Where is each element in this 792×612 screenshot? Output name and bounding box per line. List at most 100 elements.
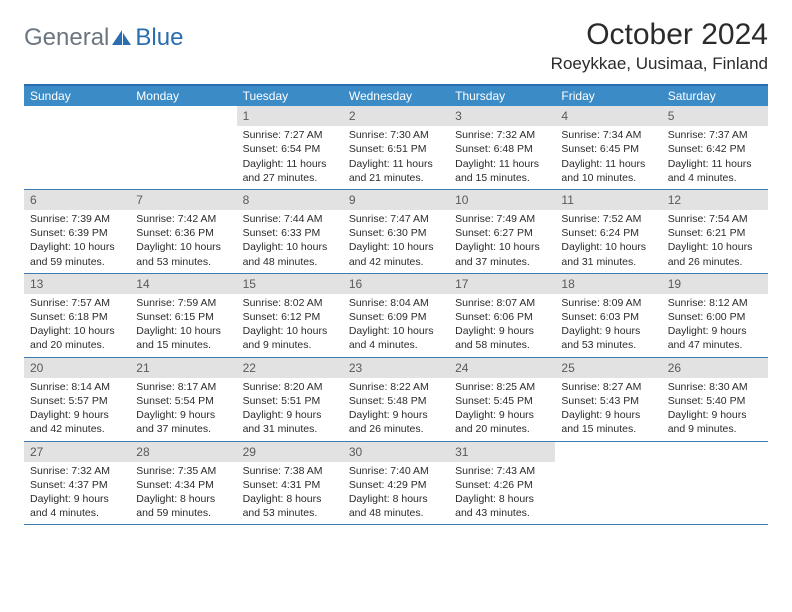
day-text: Sunrise: 8:25 AMSunset: 5:45 PMDaylight:… xyxy=(449,378,555,441)
day-text: Sunrise: 7:49 AMSunset: 6:27 PMDaylight:… xyxy=(449,210,555,273)
week-row: 13Sunrise: 7:57 AMSunset: 6:18 PMDayligh… xyxy=(24,274,768,358)
day-header: Monday xyxy=(130,86,236,106)
day-header: Sunday xyxy=(24,86,130,106)
day-number: 7 xyxy=(130,190,236,210)
day-cell: 26Sunrise: 8:30 AMSunset: 5:40 PMDayligh… xyxy=(662,358,768,441)
day-number: 14 xyxy=(130,274,236,294)
day-number: 12 xyxy=(662,190,768,210)
day-cell: 12Sunrise: 7:54 AMSunset: 6:21 PMDayligh… xyxy=(662,190,768,273)
day-text: Sunrise: 8:09 AMSunset: 6:03 PMDaylight:… xyxy=(555,294,661,357)
day-cell: 23Sunrise: 8:22 AMSunset: 5:48 PMDayligh… xyxy=(343,358,449,441)
day-cell: 7Sunrise: 7:42 AMSunset: 6:36 PMDaylight… xyxy=(130,190,236,273)
day-cell: 4Sunrise: 7:34 AMSunset: 6:45 PMDaylight… xyxy=(555,106,661,189)
day-number: 10 xyxy=(449,190,555,210)
day-number: 1 xyxy=(237,106,343,126)
day-text: Sunrise: 7:40 AMSunset: 4:29 PMDaylight:… xyxy=(343,462,449,525)
day-number: 13 xyxy=(24,274,130,294)
day-text: Sunrise: 8:22 AMSunset: 5:48 PMDaylight:… xyxy=(343,378,449,441)
day-text: Sunrise: 7:38 AMSunset: 4:31 PMDaylight:… xyxy=(237,462,343,525)
day-cell: 9Sunrise: 7:47 AMSunset: 6:30 PMDaylight… xyxy=(343,190,449,273)
day-cell xyxy=(662,442,768,525)
day-number: 2 xyxy=(343,106,449,126)
day-cell: 18Sunrise: 8:09 AMSunset: 6:03 PMDayligh… xyxy=(555,274,661,357)
day-header: Wednesday xyxy=(343,86,449,106)
calendar: SundayMondayTuesdayWednesdayThursdayFrid… xyxy=(24,84,768,525)
location: Roeykkae, Uusimaa, Finland xyxy=(551,54,768,74)
day-header: Thursday xyxy=(449,86,555,106)
day-text: Sunrise: 7:30 AMSunset: 6:51 PMDaylight:… xyxy=(343,126,449,189)
day-number: 15 xyxy=(237,274,343,294)
day-number: 5 xyxy=(662,106,768,126)
day-cell: 14Sunrise: 7:59 AMSunset: 6:15 PMDayligh… xyxy=(130,274,236,357)
day-cell xyxy=(24,106,130,189)
week-row: 1Sunrise: 7:27 AMSunset: 6:54 PMDaylight… xyxy=(24,106,768,190)
day-text: Sunrise: 7:35 AMSunset: 4:34 PMDaylight:… xyxy=(130,462,236,525)
day-number: 6 xyxy=(24,190,130,210)
day-number: 26 xyxy=(662,358,768,378)
day-number: 8 xyxy=(237,190,343,210)
day-text: Sunrise: 8:02 AMSunset: 6:12 PMDaylight:… xyxy=(237,294,343,357)
day-cell xyxy=(555,442,661,525)
day-cell: 28Sunrise: 7:35 AMSunset: 4:34 PMDayligh… xyxy=(130,442,236,525)
day-text: Sunrise: 7:32 AMSunset: 6:48 PMDaylight:… xyxy=(449,126,555,189)
day-number: 3 xyxy=(449,106,555,126)
day-number: 24 xyxy=(449,358,555,378)
day-number: 23 xyxy=(343,358,449,378)
day-cell: 30Sunrise: 7:40 AMSunset: 4:29 PMDayligh… xyxy=(343,442,449,525)
day-number: 20 xyxy=(24,358,130,378)
day-number xyxy=(555,442,661,461)
logo-sail-icon xyxy=(111,29,133,47)
day-text: Sunrise: 8:20 AMSunset: 5:51 PMDaylight:… xyxy=(237,378,343,441)
day-text: Sunrise: 7:57 AMSunset: 6:18 PMDaylight:… xyxy=(24,294,130,357)
day-text: Sunrise: 7:39 AMSunset: 6:39 PMDaylight:… xyxy=(24,210,130,273)
day-cell: 25Sunrise: 8:27 AMSunset: 5:43 PMDayligh… xyxy=(555,358,661,441)
day-text: Sunrise: 8:07 AMSunset: 6:06 PMDaylight:… xyxy=(449,294,555,357)
logo-text-blue: Blue xyxy=(135,24,183,52)
week-row: 27Sunrise: 7:32 AMSunset: 4:37 PMDayligh… xyxy=(24,442,768,526)
day-text: Sunrise: 7:43 AMSunset: 4:26 PMDaylight:… xyxy=(449,462,555,525)
day-cell: 11Sunrise: 7:52 AMSunset: 6:24 PMDayligh… xyxy=(555,190,661,273)
week-row: 20Sunrise: 8:14 AMSunset: 5:57 PMDayligh… xyxy=(24,358,768,442)
day-text: Sunrise: 7:27 AMSunset: 6:54 PMDaylight:… xyxy=(237,126,343,189)
week-row: 6Sunrise: 7:39 AMSunset: 6:39 PMDaylight… xyxy=(24,190,768,274)
day-cell: 27Sunrise: 7:32 AMSunset: 4:37 PMDayligh… xyxy=(24,442,130,525)
day-text: Sunrise: 7:42 AMSunset: 6:36 PMDaylight:… xyxy=(130,210,236,273)
day-number: 9 xyxy=(343,190,449,210)
day-number xyxy=(130,106,236,125)
day-cell: 24Sunrise: 8:25 AMSunset: 5:45 PMDayligh… xyxy=(449,358,555,441)
day-text: Sunrise: 8:27 AMSunset: 5:43 PMDaylight:… xyxy=(555,378,661,441)
day-text: Sunrise: 7:59 AMSunset: 6:15 PMDaylight:… xyxy=(130,294,236,357)
logo-text-general: General xyxy=(24,24,109,52)
month-title: October 2024 xyxy=(551,18,768,52)
day-cell: 3Sunrise: 7:32 AMSunset: 6:48 PMDaylight… xyxy=(449,106,555,189)
day-text: Sunrise: 8:14 AMSunset: 5:57 PMDaylight:… xyxy=(24,378,130,441)
day-text: Sunrise: 8:04 AMSunset: 6:09 PMDaylight:… xyxy=(343,294,449,357)
day-number: 31 xyxy=(449,442,555,462)
day-text: Sunrise: 7:44 AMSunset: 6:33 PMDaylight:… xyxy=(237,210,343,273)
day-number: 18 xyxy=(555,274,661,294)
day-cell: 19Sunrise: 8:12 AMSunset: 6:00 PMDayligh… xyxy=(662,274,768,357)
day-number: 29 xyxy=(237,442,343,462)
header: General Blue October 2024 Roeykkae, Uusi… xyxy=(24,18,768,74)
day-number: 17 xyxy=(449,274,555,294)
day-number: 27 xyxy=(24,442,130,462)
day-header: Tuesday xyxy=(237,86,343,106)
day-number: 28 xyxy=(130,442,236,462)
day-text: Sunrise: 7:52 AMSunset: 6:24 PMDaylight:… xyxy=(555,210,661,273)
day-number: 22 xyxy=(237,358,343,378)
day-text: Sunrise: 8:17 AMSunset: 5:54 PMDaylight:… xyxy=(130,378,236,441)
day-number: 11 xyxy=(555,190,661,210)
day-cell: 5Sunrise: 7:37 AMSunset: 6:42 PMDaylight… xyxy=(662,106,768,189)
day-number: 19 xyxy=(662,274,768,294)
day-number xyxy=(662,442,768,461)
day-cell: 31Sunrise: 7:43 AMSunset: 4:26 PMDayligh… xyxy=(449,442,555,525)
day-cell: 29Sunrise: 7:38 AMSunset: 4:31 PMDayligh… xyxy=(237,442,343,525)
day-text: Sunrise: 7:54 AMSunset: 6:21 PMDaylight:… xyxy=(662,210,768,273)
day-cell: 6Sunrise: 7:39 AMSunset: 6:39 PMDaylight… xyxy=(24,190,130,273)
day-cell: 16Sunrise: 8:04 AMSunset: 6:09 PMDayligh… xyxy=(343,274,449,357)
day-cell: 8Sunrise: 7:44 AMSunset: 6:33 PMDaylight… xyxy=(237,190,343,273)
day-cell xyxy=(130,106,236,189)
day-text: Sunrise: 7:34 AMSunset: 6:45 PMDaylight:… xyxy=(555,126,661,189)
day-text: Sunrise: 8:12 AMSunset: 6:00 PMDaylight:… xyxy=(662,294,768,357)
day-number: 16 xyxy=(343,274,449,294)
